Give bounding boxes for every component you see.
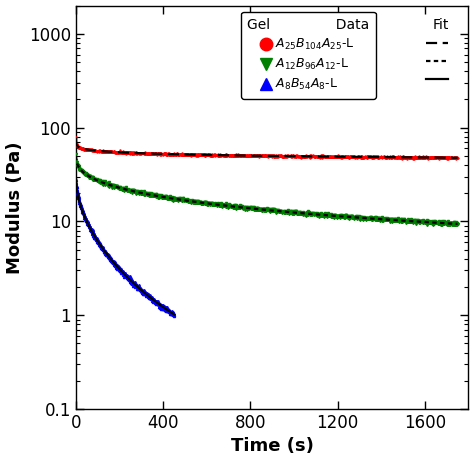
Y-axis label: Modulus (Pa): Modulus (Pa) [6, 141, 24, 273]
Legend:  ,  ,  : , , [419, 12, 462, 92]
X-axis label: Time (s): Time (s) [231, 437, 314, 455]
